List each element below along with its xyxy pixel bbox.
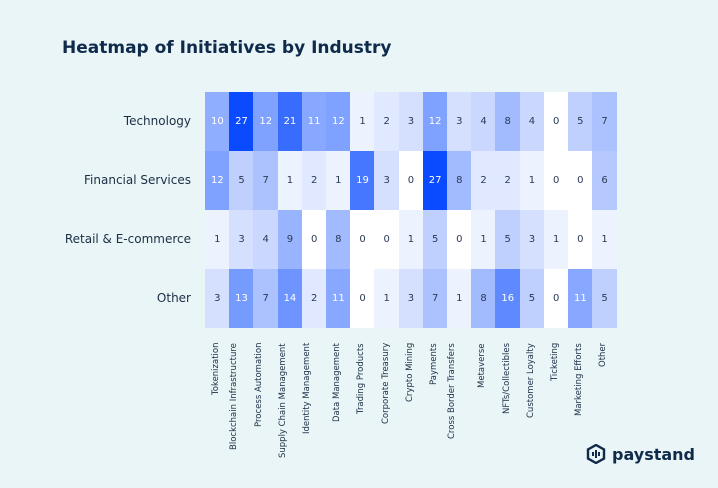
heatmap-cell: 12 [422, 92, 448, 151]
heatmap-cell: 5 [519, 269, 545, 328]
heatmap-cell: 0 [568, 210, 593, 269]
row-label: Technology [123, 113, 191, 128]
logo-text: paystand [612, 444, 695, 464]
heatmap-cell: 21 [277, 92, 303, 151]
heatmap-cell: 5 [592, 269, 617, 328]
heatmap-cell: 12 [253, 92, 279, 151]
heatmap-cell: 8 [495, 92, 521, 151]
heatmap-cell: 14 [277, 269, 303, 328]
heatmap-cell: 0 [447, 210, 472, 269]
heatmap-cell: 27 [229, 92, 254, 151]
row-label: Retail & E-commerce [64, 231, 191, 246]
heatmap-cell: 3 [447, 92, 472, 151]
heatmap-cell: 11 [568, 269, 593, 328]
heatmap-cell: 9 [277, 210, 303, 269]
heatmap-cell: 1 [519, 151, 545, 210]
heatmap-cell: 8 [471, 269, 496, 328]
column-label: NFTs/Collectibles [501, 343, 512, 415]
heatmap-cell: 5 [495, 210, 521, 269]
heatmap-cell: 0 [398, 151, 424, 210]
column-label: Corporate Treasury [380, 343, 391, 425]
heatmap-cell: 1 [471, 210, 496, 269]
paystand-logo: paystand [586, 444, 695, 464]
heatmap-cell: 13 [229, 269, 254, 328]
heatmap-cell: 1 [326, 151, 351, 210]
column-label: Metaverse [477, 343, 488, 388]
column-label: Marketing Efforts [574, 343, 585, 416]
heatmap-cell: 0 [543, 269, 569, 328]
column-label: Ticketing [549, 343, 560, 382]
column-label: Blockchain Infrastructure [229, 343, 240, 450]
column-label: Customer Loyalty [525, 343, 536, 418]
heatmap-cell: 1 [350, 92, 375, 151]
column-label: Supply Chain Management [277, 343, 288, 458]
heatmap-cell: 4 [253, 210, 279, 269]
column-label: Identity Management [301, 343, 312, 435]
heatmap-cell: 5 [568, 92, 593, 151]
heatmap-cell: 8 [326, 210, 351, 269]
row-label: Financial Services [84, 172, 191, 187]
column-label: Trading Products [356, 343, 367, 414]
heatmap-cell: 7 [253, 269, 279, 328]
heatmap-cell: 3 [398, 269, 424, 328]
heatmap-cell: 5 [422, 210, 448, 269]
heatmap-cell: 3 [229, 210, 254, 269]
heatmap-cell: 4 [471, 92, 496, 151]
paystand-logo-icon [586, 444, 606, 464]
heatmap-cell: 2 [301, 151, 327, 210]
column-label: Data Management [332, 343, 343, 422]
heatmap-cell: 5 [229, 151, 254, 210]
row-label: Other [156, 290, 191, 305]
heatmap-cell: 6 [592, 151, 617, 210]
heatmap-cell: 0 [350, 269, 375, 328]
heatmap-cell: 0 [374, 210, 400, 269]
column-label: Cross Border Transfers [447, 343, 458, 439]
heatmap-cell: 3 [205, 269, 230, 328]
heatmap-cell: 1 [205, 210, 230, 269]
heatmap-cell: 3 [374, 151, 400, 210]
heatmap-cell: 12 [205, 151, 230, 210]
chart-title: Heatmap of Initiatives by Industry [62, 38, 392, 58]
heatmap-cell: 1 [543, 210, 569, 269]
heatmap-cell: 11 [301, 92, 327, 151]
heatmap-cell: 2 [374, 92, 400, 151]
heatmap-cell: 2 [471, 151, 496, 210]
heatmap-cell: 4 [519, 92, 545, 151]
column-label: Payments [428, 343, 439, 385]
heatmap-cell: 1 [447, 269, 472, 328]
heatmap-cell: 7 [422, 269, 448, 328]
heatmap-cell: 1 [398, 210, 424, 269]
heatmap-cell: 1 [374, 269, 400, 328]
column-label: Crypto Mining [404, 343, 415, 403]
heatmap-cell: 0 [350, 210, 375, 269]
heatmap-cell: 1 [277, 151, 303, 210]
column-label: Process Automation [253, 343, 264, 428]
heatmap-cell: 2 [495, 151, 521, 210]
heatmap-cell: 0 [301, 210, 327, 269]
heatmap-cell: 12 [326, 92, 351, 151]
heatmap-cell: 19 [350, 151, 375, 210]
column-label: Other [598, 343, 609, 368]
heatmap-cell: 2 [301, 269, 327, 328]
heatmap-cell: 0 [568, 151, 593, 210]
heatmap-cell: 10 [205, 92, 230, 151]
heatmap-cell: 1 [592, 210, 617, 269]
heatmap-cell: 27 [422, 151, 448, 210]
heatmap-cell: 7 [592, 92, 617, 151]
heatmap-cell: 7 [253, 151, 279, 210]
heatmap-cell: 3 [398, 92, 424, 151]
heatmap-cell: 16 [495, 269, 521, 328]
heatmap-cell: 11 [326, 269, 351, 328]
heatmap-cell: 0 [543, 151, 569, 210]
column-label: Tokenization [211, 343, 222, 396]
heatmap-cell: 3 [519, 210, 545, 269]
heatmap-cell: 0 [543, 92, 569, 151]
heatmap-cell: 8 [447, 151, 472, 210]
